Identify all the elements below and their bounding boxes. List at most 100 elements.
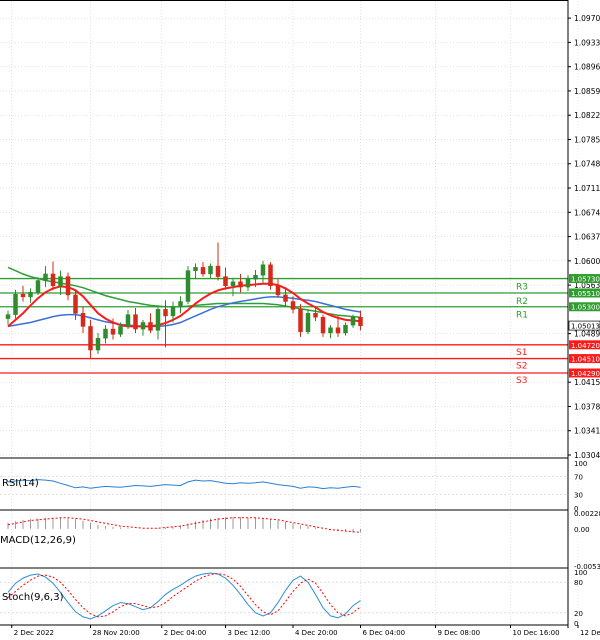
- level-tag-label: 1.05300: [571, 304, 600, 312]
- level-tag-label: 1.05730: [571, 276, 600, 284]
- candle[interactable]: [58, 270, 63, 295]
- support-resistance-levels: R3 R2 R1 S1 S2 S3: [0, 277, 568, 386]
- candle[interactable]: [305, 309, 311, 335]
- candle[interactable]: [193, 263, 198, 280]
- candle[interactable]: [80, 306, 86, 333]
- candle[interactable]: [110, 318, 116, 340]
- candle[interactable]: [163, 300, 168, 348]
- candle-body: [358, 316, 363, 327]
- price-tick-label: 1.07480: [574, 160, 600, 169]
- macd-label: MACD(12,26,9): [0, 535, 76, 546]
- level-tag-s1: [569, 340, 600, 350]
- price-tick-label: 1.09700: [574, 14, 600, 23]
- candle[interactable]: [223, 267, 228, 290]
- candle[interactable]: [20, 285, 26, 302]
- candle[interactable]: [343, 322, 348, 336]
- rsi-pane[interactable]: 100 70 30 0 RSI(14): [0, 460, 587, 513]
- candle-body: [43, 273, 48, 281]
- candle-body: [238, 281, 243, 288]
- candle[interactable]: [133, 308, 138, 333]
- level-name-r1: R1: [516, 311, 528, 321]
- candle[interactable]: [313, 308, 318, 322]
- candle[interactable]: [95, 332, 101, 354]
- candle-body: [283, 294, 288, 302]
- level-tag-r3: [569, 274, 600, 284]
- price-tick-label: 1.03780: [574, 402, 600, 411]
- candle[interactable]: [178, 296, 183, 314]
- candle[interactable]: [118, 322, 123, 337]
- candle[interactable]: [88, 319, 93, 358]
- candle[interactable]: [260, 260, 266, 284]
- candle[interactable]: [328, 325, 333, 339]
- candle[interactable]: [215, 242, 221, 281]
- candle[interactable]: [35, 277, 41, 295]
- candles[interactable]: [5, 242, 363, 358]
- candle-body: [200, 267, 206, 275]
- candle-body: [58, 276, 63, 287]
- candle[interactable]: [125, 310, 131, 330]
- candle-body: [215, 265, 221, 277]
- candle[interactable]: [148, 313, 153, 333]
- candle-body: [95, 337, 101, 351]
- candle[interactable]: [170, 301, 176, 323]
- candle[interactable]: [200, 262, 206, 277]
- candle[interactable]: [298, 304, 303, 337]
- candle[interactable]: [320, 314, 326, 337]
- price-tick-label: 1.09330: [574, 38, 600, 47]
- candle[interactable]: [350, 314, 356, 328]
- price-tick-label: 1.06370: [574, 233, 600, 242]
- candle[interactable]: [50, 261, 56, 291]
- candle[interactable]: [358, 310, 363, 331]
- candle[interactable]: [140, 319, 146, 336]
- candle-body: [178, 301, 183, 307]
- candle[interactable]: [103, 325, 108, 344]
- candle-body: [80, 313, 86, 327]
- level-name-s1: S1: [516, 348, 527, 358]
- candle-body: [230, 281, 236, 287]
- candle[interactable]: [230, 277, 236, 297]
- rsi-label: RSI(14): [2, 478, 39, 489]
- time-tick-label: 28 Nov 20:00: [93, 629, 140, 637]
- candle[interactable]: [5, 310, 11, 325]
- candle-body: [298, 309, 303, 332]
- candle[interactable]: [253, 270, 258, 288]
- candle[interactable]: [238, 273, 243, 293]
- candle[interactable]: [28, 288, 33, 303]
- candle[interactable]: [43, 266, 48, 288]
- candle[interactable]: [290, 296, 296, 314]
- rsi-tick-label: 0: [574, 505, 578, 513]
- candle[interactable]: [268, 262, 273, 290]
- candle[interactable]: [65, 272, 71, 301]
- candle[interactable]: [185, 266, 191, 305]
- candle-body: [163, 309, 168, 317]
- time-tick-label: 2 Dec 04:00: [164, 629, 207, 637]
- level-tag-s2: [569, 354, 600, 364]
- candle[interactable]: [335, 315, 341, 337]
- candle-body: [268, 264, 273, 287]
- stoch-pane[interactable]: 100 80 20 0 Stoch(9,6,3): [0, 569, 587, 628]
- time-tick-label: 2 Dec 2022: [14, 629, 54, 637]
- candle-body: [350, 316, 356, 326]
- macd-pane[interactable]: 0.002283 0.00 -0.005335 MACD(12,26,9): [0, 510, 600, 571]
- stoch-tick-label: 0: [574, 620, 578, 628]
- time-tick-label: 3 Dec 12:00: [228, 629, 271, 637]
- price-tick-label: 1.08960: [574, 63, 600, 72]
- current-price-label: 1.05013: [571, 323, 600, 331]
- level-name-s3: S3: [516, 376, 527, 386]
- candle[interactable]: [275, 279, 281, 298]
- candle-body: [140, 322, 146, 330]
- candle[interactable]: [245, 275, 251, 292]
- candle[interactable]: [155, 305, 161, 340]
- time-tick-label: 4 Dec 20:00: [295, 629, 338, 637]
- candle-body: [328, 327, 333, 334]
- candle-body: [305, 313, 311, 332]
- level-name-s2: S2: [516, 362, 527, 372]
- candle[interactable]: [283, 287, 288, 307]
- candle[interactable]: [73, 289, 78, 320]
- candle-body: [193, 267, 198, 271]
- candle[interactable]: [13, 289, 18, 319]
- stoch-tick-label: 80: [574, 579, 583, 587]
- level-name-r2: R2: [516, 297, 528, 307]
- candle[interactable]: [208, 263, 213, 278]
